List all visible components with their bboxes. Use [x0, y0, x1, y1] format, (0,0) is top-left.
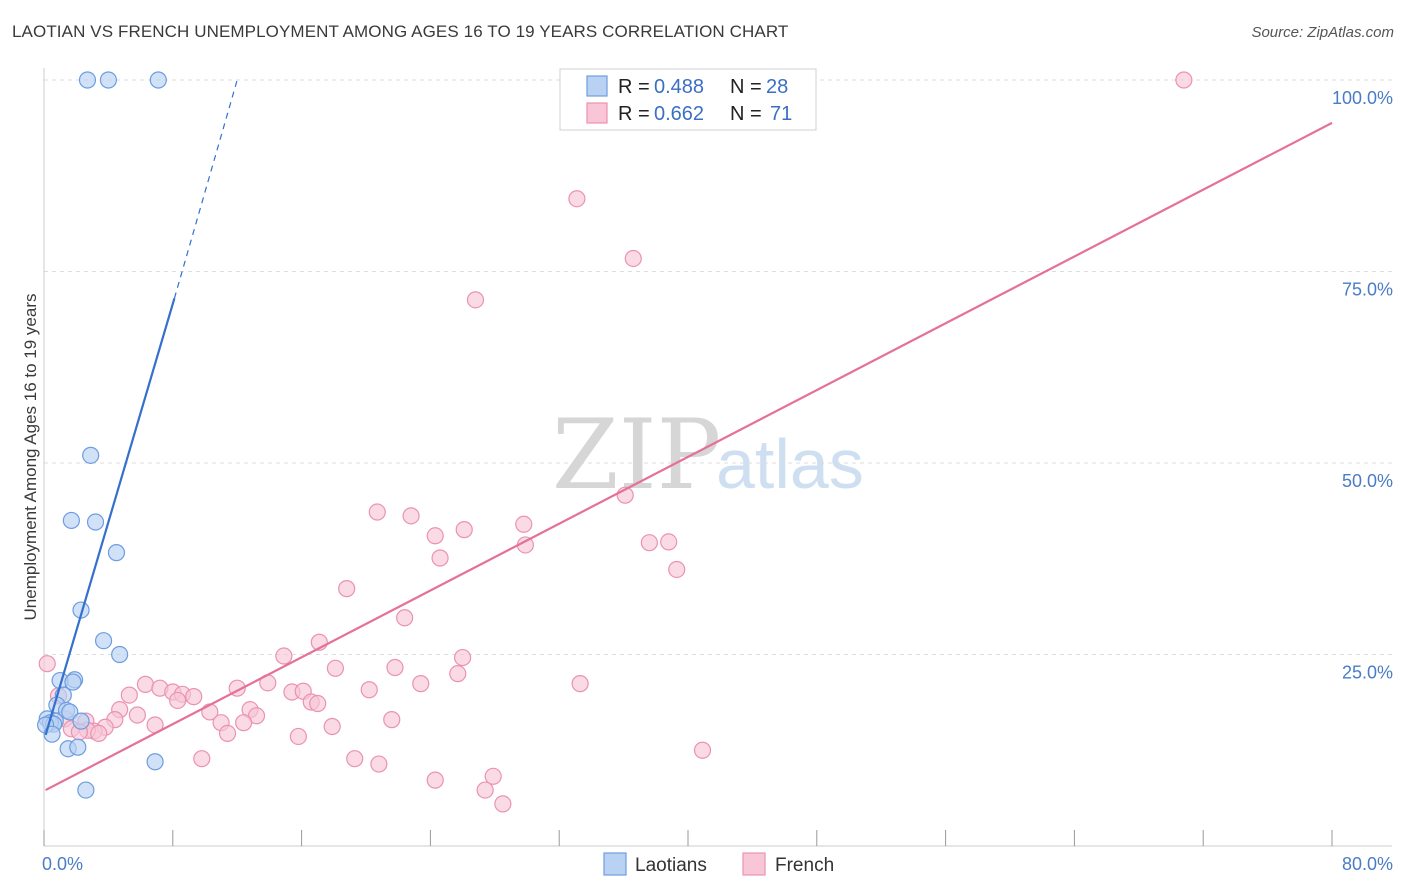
- french-point: [455, 521, 473, 539]
- french-point: [370, 755, 388, 773]
- french-point: [193, 750, 211, 768]
- y-tick-label: 50.0%: [1342, 471, 1393, 491]
- french-point: [568, 190, 586, 208]
- laotian-point: [107, 544, 126, 562]
- laotian-point: [111, 645, 129, 664]
- y-tick-label: 75.0%: [1342, 280, 1393, 300]
- chart-title: LAOTIAN VS FRENCH UNEMPLOYMENT AMONG AGE…: [12, 22, 789, 41]
- french-point: [431, 549, 449, 567]
- french-point: [383, 711, 401, 729]
- legend-laotian-n-value: 28: [766, 76, 788, 98]
- french-point: [1175, 71, 1193, 89]
- french-point: [326, 659, 345, 677]
- laotian-point: [69, 738, 87, 756]
- french-point: [185, 688, 203, 706]
- watermark-zip: ZIP: [552, 399, 721, 511]
- watermark: ZIP atlas: [552, 399, 864, 511]
- laotian-point: [99, 71, 118, 89]
- laotian-point: [149, 71, 167, 89]
- french-point: [368, 503, 386, 521]
- y-tick-label: 100.0%: [1332, 88, 1393, 108]
- french-point: [426, 771, 444, 789]
- legend-laotian-r-label: R =: [618, 76, 650, 98]
- legend-french-n-value: 71: [770, 103, 792, 125]
- french-point: [484, 767, 502, 785]
- french-point: [309, 694, 327, 713]
- french-point: [449, 665, 467, 683]
- french-point: [169, 691, 187, 710]
- french-point: [571, 675, 589, 693]
- laotian-point: [86, 513, 105, 531]
- laotian-point: [82, 446, 100, 464]
- laotian-point: [94, 632, 113, 650]
- legend-laotian-swatch: [586, 75, 608, 97]
- french-point: [693, 741, 712, 759]
- bottom-legend-laotian-swatch: [603, 852, 627, 876]
- french-point: [396, 609, 414, 627]
- french-point: [412, 675, 430, 693]
- bottom-legend-french-swatch: [742, 852, 766, 876]
- french-point: [38, 655, 56, 673]
- laotian-point: [61, 703, 79, 721]
- french-point: [346, 750, 364, 768]
- legend-laotian-n-label: N =: [730, 76, 762, 98]
- bottom-legend: Laotians French: [603, 852, 834, 876]
- french-point: [289, 727, 307, 746]
- laotian-point: [64, 673, 82, 691]
- x-tick-label: 0.0%: [42, 854, 83, 874]
- french-point: [275, 647, 293, 665]
- laotian-trend-line: [44, 297, 176, 736]
- laotian-trend-extension: [173, 79, 238, 299]
- x-tick-label: 80.0%: [1342, 854, 1393, 874]
- french-point: [90, 724, 108, 742]
- bottom-legend-laotian-label: Laotians: [635, 855, 707, 876]
- laotian-point: [77, 781, 95, 799]
- french-point: [120, 686, 138, 704]
- grid-lines: [44, 79, 1392, 655]
- french-point: [640, 534, 658, 552]
- french-point: [660, 533, 678, 551]
- french-trend-line: [45, 121, 1333, 792]
- french-point: [454, 648, 472, 667]
- french-point: [136, 675, 155, 693]
- laotian-point: [78, 71, 97, 89]
- french-point: [323, 717, 341, 736]
- y-tick-label: 25.0%: [1342, 663, 1393, 683]
- legend-french-r-label: R =: [618, 103, 650, 125]
- legend-french-r-value: 0.662: [654, 103, 704, 125]
- y-axis-label: Unemployment Among Ages 16 to 19 years: [21, 294, 40, 621]
- french-point: [515, 515, 533, 533]
- french-point: [426, 527, 444, 545]
- french-point: [668, 560, 686, 579]
- laotian-point: [146, 753, 164, 771]
- legend-french-swatch: [586, 102, 608, 124]
- french-point: [494, 795, 512, 813]
- chart-source: Source: ZipAtlas.com: [1251, 24, 1394, 41]
- french-point: [624, 249, 642, 268]
- french-point: [338, 580, 356, 598]
- french-point: [386, 658, 404, 677]
- bottom-legend-french-label: French: [775, 855, 834, 876]
- french-point: [402, 507, 420, 525]
- french-point: [476, 781, 494, 799]
- french-point: [218, 724, 237, 742]
- legend-box: R = 0.488 N = 28 R = 0.662 N = 71: [559, 68, 817, 131]
- french-point: [128, 706, 146, 724]
- tick-labels: 25.0% 50.0% 75.0% 100.0% 0.0% 80.0%: [42, 88, 1393, 874]
- french-point: [235, 714, 253, 732]
- french-point: [360, 681, 378, 699]
- legend-laotian-r-value: 0.488: [654, 76, 704, 98]
- legend-french-n-label: N =: [730, 103, 762, 125]
- laotian-point: [72, 712, 90, 730]
- trend-lines: [44, 79, 1333, 792]
- watermark-atlas: atlas: [716, 425, 864, 503]
- french-point: [466, 291, 485, 309]
- laotian-point: [62, 511, 80, 530]
